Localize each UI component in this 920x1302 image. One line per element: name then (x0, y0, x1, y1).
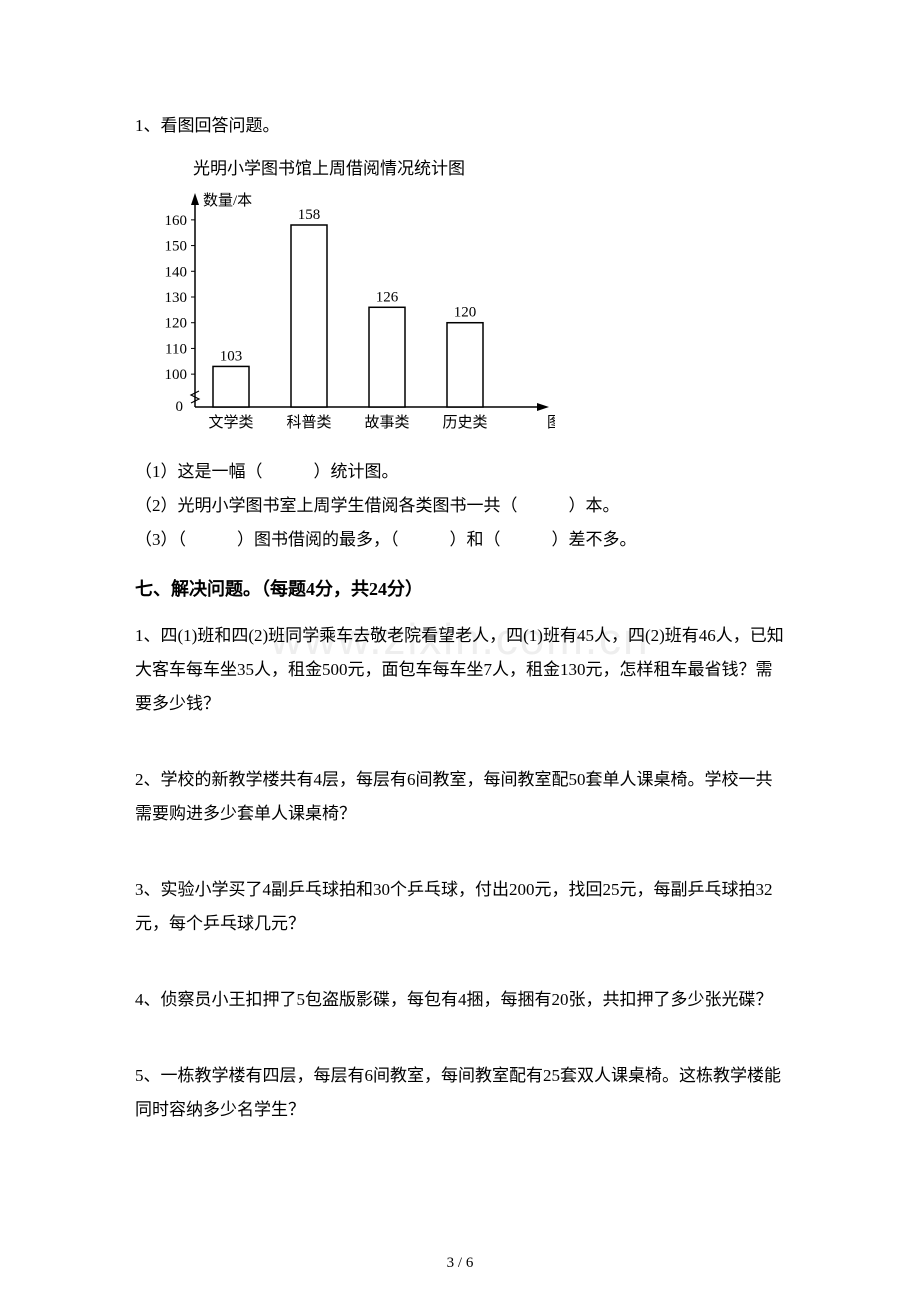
problem-2: 2、学校的新教学楼共有4层，每层有6间教室，每间教室配50套单人课桌椅。学校一共… (135, 763, 785, 831)
problem-5: 5、一栋教学楼有四层，每层有6间教室，每间教室配有25套双人课桌椅。这栋教学楼能… (135, 1059, 785, 1127)
svg-text:数量/本: 数量/本 (203, 192, 252, 209)
svg-text:文学类: 文学类 (208, 414, 253, 431)
chart-title: 光明小学图书馆上周借阅情况统计图 (193, 154, 785, 179)
svg-text:140: 140 (165, 265, 188, 281)
page-content: 1、看图回答问题。 光明小学图书馆上周借阅情况统计图 0 100 110 120 130… (135, 110, 785, 1127)
svg-text:历史类: 历史类 (442, 414, 487, 431)
svg-text:160: 160 (165, 213, 188, 229)
svg-text:0: 0 (176, 399, 184, 415)
bar-chart: 0 100 110 120 130 140 150 160 数量/本图书 103 文学类 158 科普类… (135, 187, 555, 447)
problem-1: 1、四(1)班和四(2)班同学乘车去敬老院看望老人，四(1)班有45人，四(2)… (135, 619, 785, 721)
svg-text:科普类: 科普类 (286, 414, 331, 431)
problem-4: 4、侦察员小王扣押了5包盗版影碟，每包有4捆，每捆有20张，共扣押了多少张光碟？ (135, 983, 785, 1017)
svg-text:100: 100 (165, 367, 188, 383)
svg-text:120: 120 (454, 305, 477, 321)
svg-text:图书: 图书 (547, 414, 555, 431)
chart-svg: 0 100 110 120 130 140 150 160 数量/本图书 103 文学类 158 科普类… (135, 187, 555, 447)
sub-question-3: （3）（ ）图书借阅的最多，（ ）和（ ）差不多。 (135, 523, 785, 557)
svg-text:158: 158 (298, 207, 321, 223)
q1-prefix: 1、看图回答问题。 (135, 110, 785, 142)
svg-text:120: 120 (165, 316, 188, 332)
svg-text:110: 110 (165, 342, 187, 358)
problem-3: 3、实验小学买了4副乒乓球拍和30个乒乓球，付出200元，找回25元，每副乒乓球… (135, 873, 785, 941)
svg-text:126: 126 (376, 290, 399, 306)
sub-question-2: （2）光明小学图书室上周学生借阅各类图书一共（ ）本。 (135, 489, 785, 523)
page-footer: 3 / 6 (0, 1255, 920, 1272)
svg-text:103: 103 (220, 349, 243, 365)
svg-text:150: 150 (165, 239, 188, 255)
svg-text:故事类: 故事类 (364, 414, 409, 431)
sub-question-1: （1）这是一幅（ ）统计图。 (135, 455, 785, 489)
svg-text:130: 130 (165, 290, 188, 306)
section-7-header: 七、解决问题。（每题4分，共24分） (135, 575, 785, 601)
